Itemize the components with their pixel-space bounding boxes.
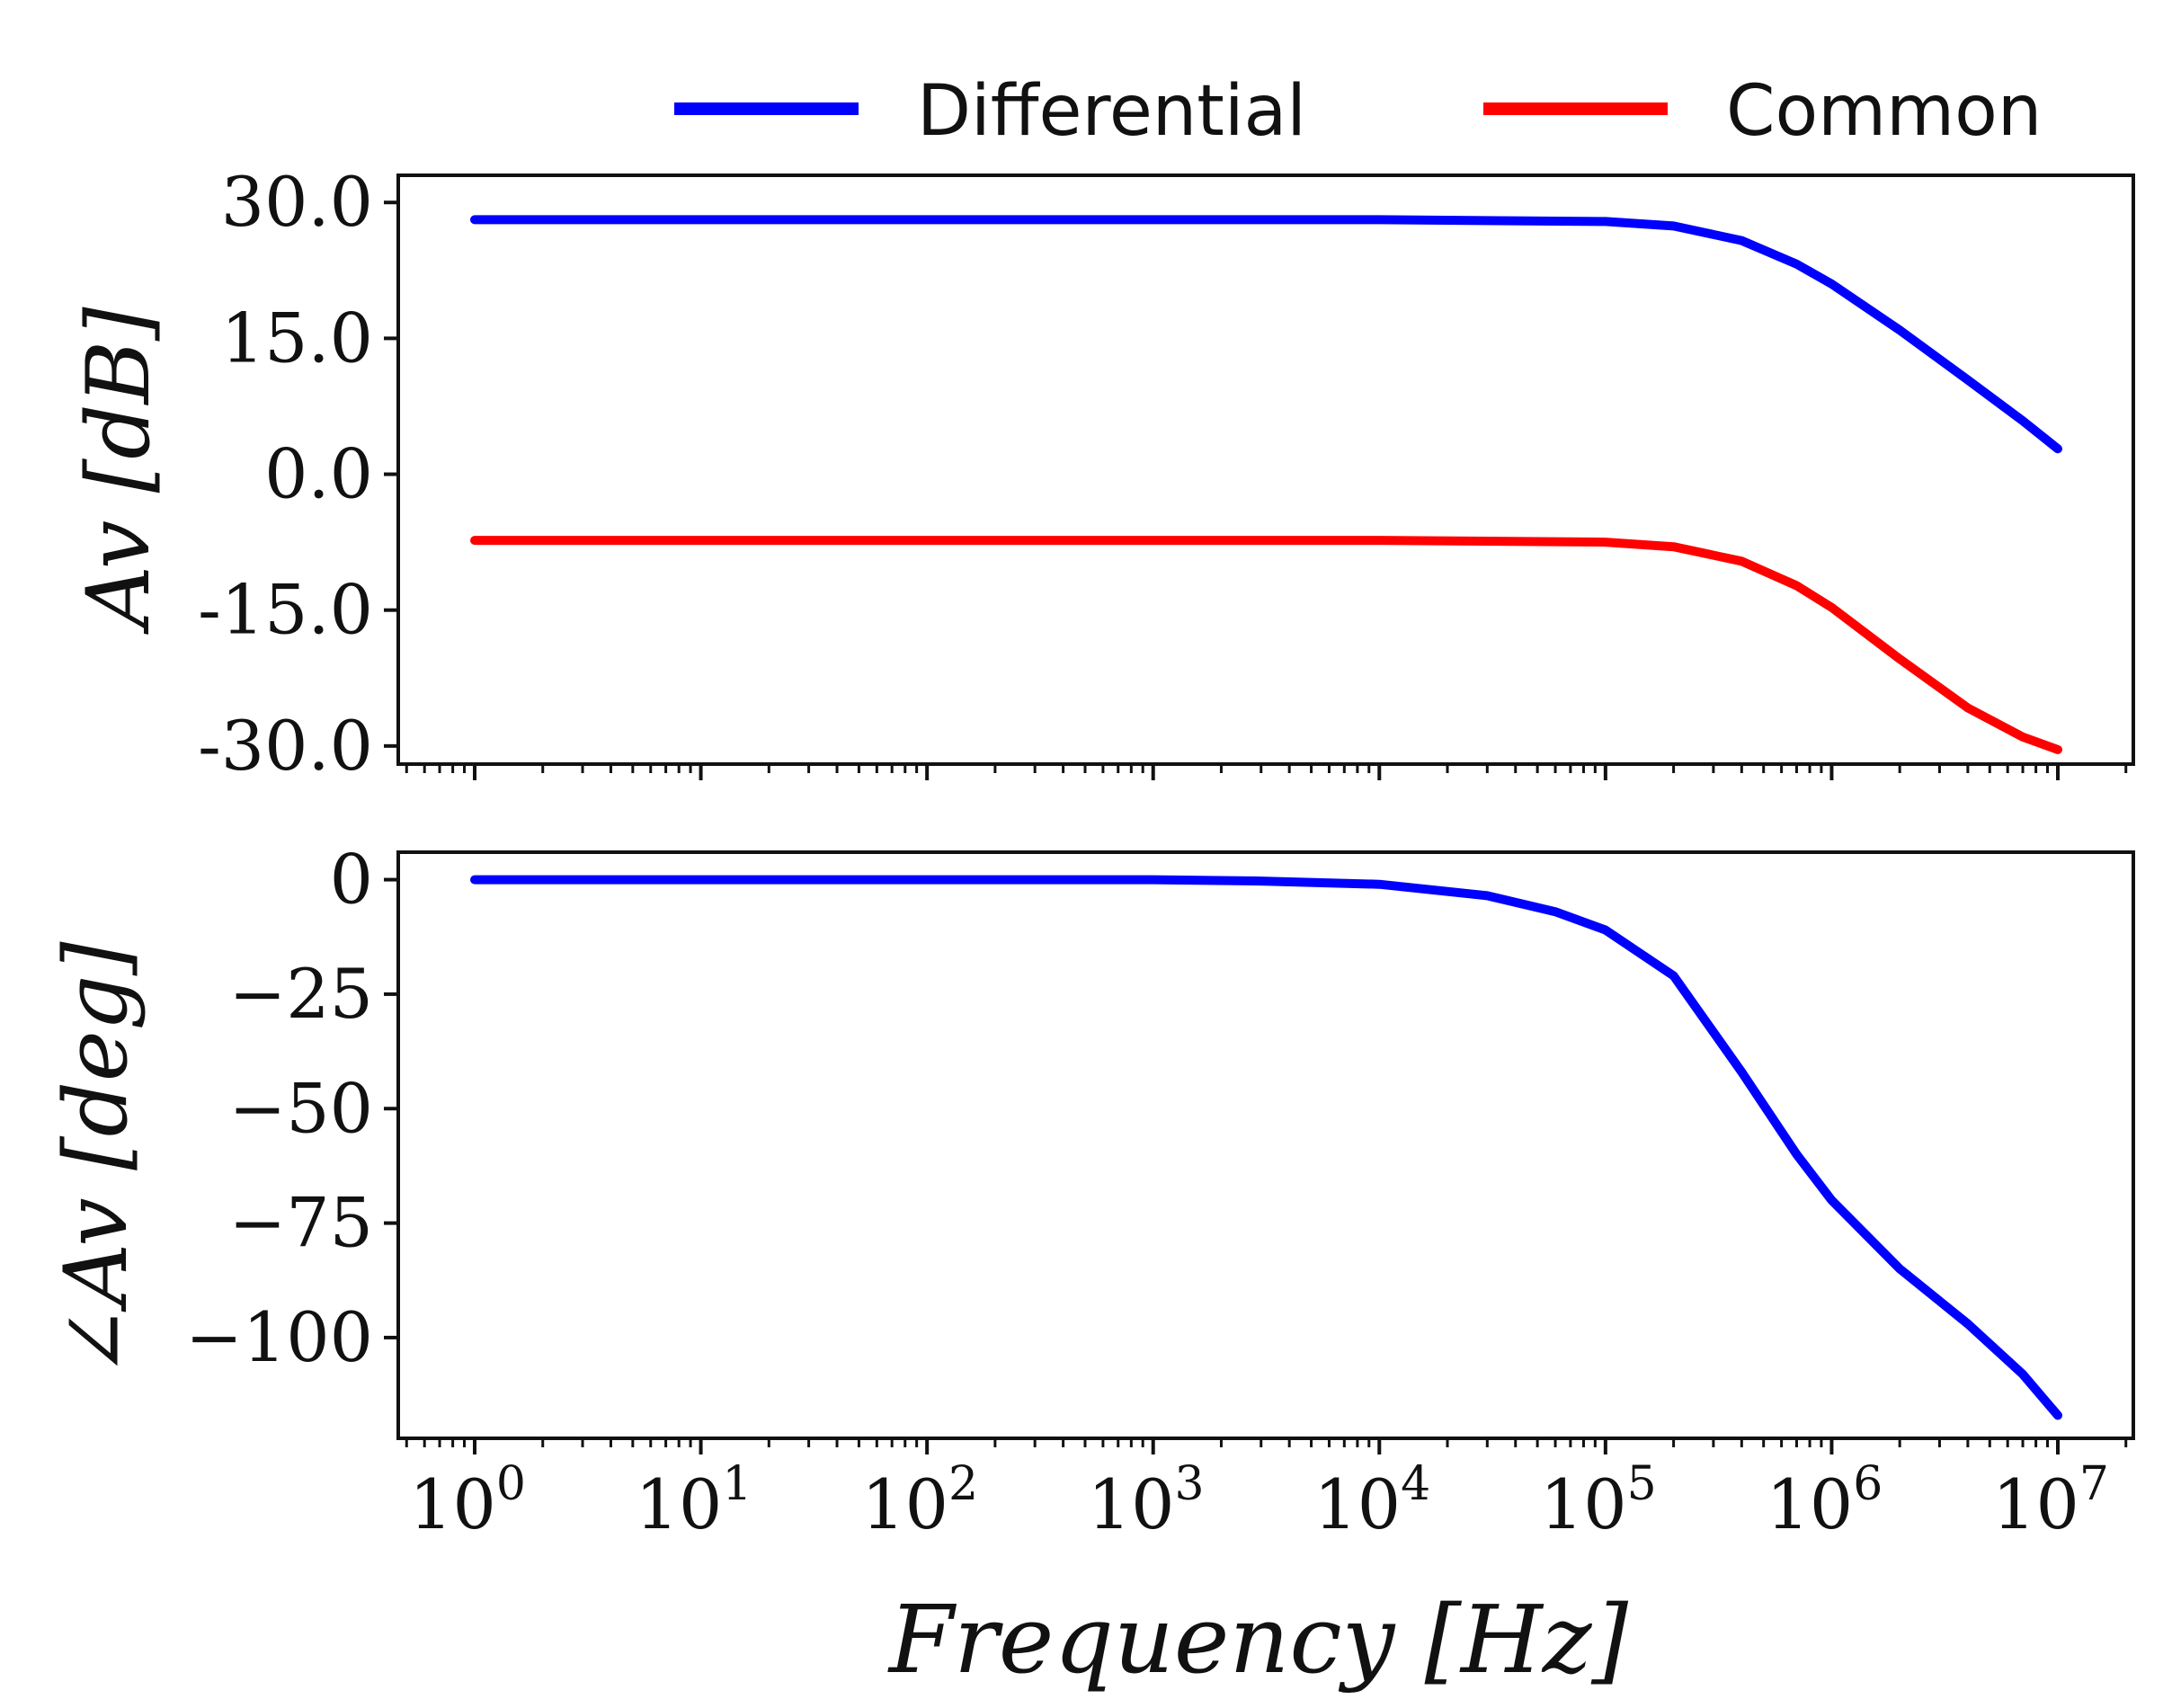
y-tick-label: −75 xyxy=(229,1183,373,1263)
x-tick-label: 104 xyxy=(1313,1457,1430,1544)
magnitude-x-ticks xyxy=(405,764,2128,780)
x-tick-label: 103 xyxy=(1088,1457,1205,1544)
magnitude-plot: 30.0 15.0 0.0 -15.0 -30.0 xyxy=(198,162,2135,786)
phase-y-ticks: 0 −25 −50 −75 −100 xyxy=(185,840,398,1377)
y-tick-label: 0.0 xyxy=(264,434,373,514)
x-tick-label: 102 xyxy=(861,1457,978,1544)
x-tick-label: 106 xyxy=(1767,1457,1883,1544)
y-tick-label: −50 xyxy=(229,1068,373,1148)
x-tick-label: 107 xyxy=(1992,1457,2109,1544)
x-axis-label: Frequency [Hz] xyxy=(887,1585,1629,1695)
magnitude-axes-frame xyxy=(396,173,2135,766)
legend-label-differential: Differential xyxy=(917,71,1306,152)
phase-y-axis-label: ∠Av [deg] xyxy=(46,941,147,1378)
x-tick-label: 101 xyxy=(636,1457,752,1544)
y-tick-label: −100 xyxy=(185,1297,373,1377)
phase-plot: 0 −25 −50 −75 −100 100 101 102 103 104 105 106 107 xyxy=(185,840,2135,1544)
magnitude-y-axis-label: Av [dB] xyxy=(68,307,169,636)
phase-x-ticks: 100 101 102 103 104 105 106 107 xyxy=(405,1438,2128,1544)
series-line-differential-magnitude xyxy=(470,215,2062,454)
series-line-differential-phase xyxy=(470,875,2062,1420)
y-tick-label: 0 xyxy=(330,840,373,920)
y-tick-label: -15.0 xyxy=(198,570,373,650)
magnitude-y-ticks: 30.0 15.0 0.0 -15.0 -30.0 xyxy=(198,162,398,786)
y-tick-label: 30.0 xyxy=(221,162,373,242)
series-line-common-magnitude xyxy=(470,536,2062,754)
legend-label-common: Common xyxy=(1726,71,2042,152)
y-tick-label: -30.0 xyxy=(198,706,373,786)
y-tick-label: −25 xyxy=(229,954,373,1034)
phase-series-group xyxy=(470,875,2062,1420)
legend: Differential Common xyxy=(674,71,2042,152)
phase-axes-frame xyxy=(396,850,2135,1440)
x-tick-label: 105 xyxy=(1540,1457,1657,1544)
y-tick-label: 15.0 xyxy=(221,298,373,378)
magnitude-series-group xyxy=(470,215,2062,754)
x-tick-label: 100 xyxy=(409,1457,526,1544)
